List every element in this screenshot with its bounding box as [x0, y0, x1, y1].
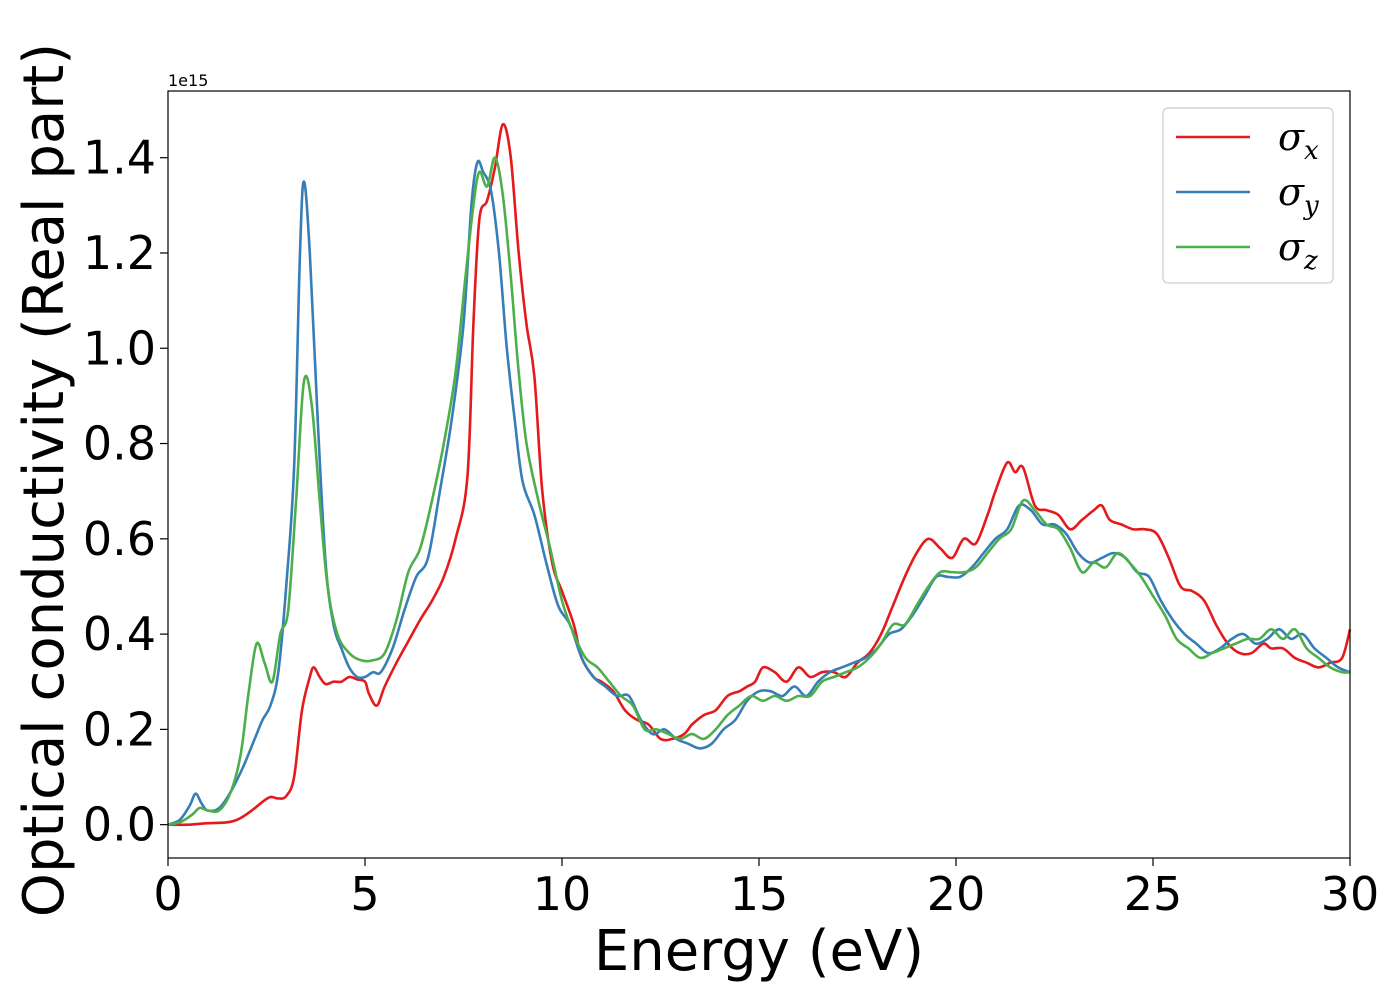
series-line-x: [167, 122, 1352, 827]
y-tick-label: 0.6: [83, 512, 156, 566]
legend-label-z: σz: [1278, 225, 1318, 276]
legend-label-x: σx: [1278, 115, 1319, 166]
x-tick-label: 15: [730, 867, 789, 921]
y-tick-label: 1.2: [83, 226, 156, 280]
legend-label-sub: z: [1303, 246, 1318, 276]
y-tick-label: 0.8: [83, 417, 156, 471]
legend-label-base: σ: [1278, 170, 1305, 214]
legend-label-y: σy: [1278, 170, 1319, 221]
y-tick-label: 0.0: [83, 798, 156, 852]
x-tick-label: 20: [927, 867, 986, 921]
series-layer: [167, 122, 1352, 827]
y-tick-label: 0.4: [83, 607, 156, 661]
x-tick-label: 30: [1321, 867, 1380, 921]
y-offset-text: 1e15: [168, 71, 208, 90]
x-axis: 0 5 10 15 20 25 30: [153, 858, 1379, 921]
y-tick-label: 0.2: [83, 702, 156, 756]
x-axis-title: Energy (eV): [594, 919, 924, 984]
series-line-z: [167, 156, 1351, 826]
y-axis-title: Optical conductivity (Real part): [12, 43, 77, 917]
x-tick-label: 10: [533, 867, 592, 921]
x-tick-label: 25: [1124, 867, 1183, 921]
legend-label-sub: y: [1303, 191, 1319, 221]
y-tick-label: 1.4: [83, 131, 156, 185]
x-tick-label: 5: [350, 867, 379, 921]
legend-label-base: σ: [1278, 225, 1305, 269]
y-axis: 0.0 0.2 0.4 0.6 0.8 1.0 1.2 1.4: [83, 131, 168, 852]
legend-frame: [1162, 107, 1334, 284]
y-tick-label: 1.0: [83, 321, 156, 375]
legend-label-base: σ: [1278, 115, 1305, 159]
x-tick-label: 0: [153, 867, 182, 921]
legend-label-sub: x: [1304, 136, 1319, 166]
